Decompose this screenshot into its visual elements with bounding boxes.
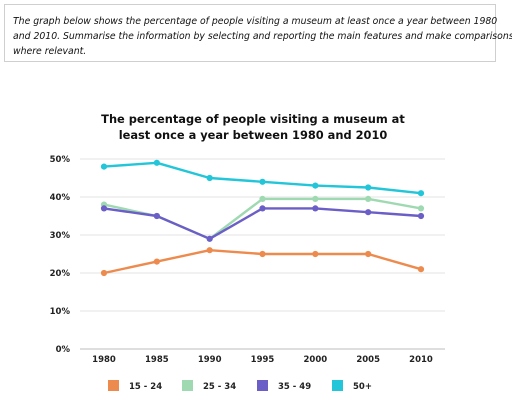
data-point bbox=[100, 269, 108, 277]
x-tick-label: 2010 bbox=[409, 355, 433, 365]
series-group bbox=[100, 159, 425, 197]
data-point bbox=[417, 212, 425, 220]
chart-title-line-2: least once a year between 1980 and 2010 bbox=[119, 128, 388, 142]
legend-label: 50+ bbox=[353, 382, 372, 392]
legend-label: 15 - 24 bbox=[129, 382, 162, 392]
y-tick-label: 0% bbox=[56, 345, 71, 355]
data-point bbox=[365, 184, 372, 191]
series-line bbox=[102, 197, 423, 241]
prompt-line-1: The graph below shows the percentage of … bbox=[13, 16, 498, 27]
prompt-line-2: and 2010. Summarise the information by s… bbox=[13, 31, 512, 42]
x-axis-ticks: 1980 1985 1990 1995 2000 2005 2010 bbox=[92, 355, 433, 365]
data-point bbox=[153, 212, 160, 220]
series-group bbox=[100, 247, 425, 277]
data-point bbox=[365, 195, 372, 202]
data-point bbox=[100, 163, 108, 170]
legend-swatch bbox=[182, 380, 193, 391]
grid bbox=[80, 158, 445, 350]
series-line bbox=[102, 161, 423, 195]
y-tick-label: 10% bbox=[50, 307, 71, 317]
data-point bbox=[417, 205, 425, 212]
y-axis-ticks: 0% 10% 20% 30% 40% 50% bbox=[50, 155, 71, 355]
data-point bbox=[312, 182, 319, 189]
x-tick-label: 1990 bbox=[198, 355, 222, 365]
data-point bbox=[153, 258, 160, 265]
legend-label: 35 - 49 bbox=[278, 382, 311, 392]
x-tick-label: 1980 bbox=[92, 355, 116, 365]
prompt-line-3: where relevant. bbox=[13, 46, 87, 57]
legend-swatch bbox=[332, 380, 343, 391]
data-point bbox=[365, 209, 372, 216]
y-tick-label: 40% bbox=[50, 193, 71, 203]
data-point bbox=[100, 205, 108, 212]
series-lines bbox=[100, 159, 425, 277]
legend-swatch bbox=[257, 380, 268, 391]
legend-swatch bbox=[108, 380, 119, 391]
data-point bbox=[259, 250, 266, 258]
data-point bbox=[206, 174, 213, 182]
data-point bbox=[312, 205, 319, 212]
chart-title-line-1: The percentage of people visiting a muse… bbox=[101, 112, 405, 126]
data-point bbox=[259, 205, 266, 212]
series-group bbox=[100, 205, 425, 242]
x-tick-label: 1985 bbox=[145, 355, 169, 365]
data-point bbox=[259, 195, 266, 202]
data-point bbox=[417, 190, 425, 197]
x-tick-label: 2000 bbox=[303, 355, 327, 365]
x-tick-label: 2005 bbox=[356, 355, 380, 365]
legend: 15 - 24 25 - 34 35 - 49 50+ bbox=[108, 380, 372, 392]
data-point bbox=[153, 159, 160, 166]
data-point bbox=[206, 235, 213, 242]
data-point bbox=[206, 247, 213, 254]
legend-label: 25 - 34 bbox=[203, 382, 236, 392]
y-tick-label: 30% bbox=[50, 231, 71, 241]
task-prompt-box: The graph below shows the percentage of … bbox=[4, 4, 512, 62]
y-tick-label: 20% bbox=[50, 269, 71, 279]
data-point bbox=[417, 266, 425, 273]
series-line bbox=[102, 207, 423, 241]
data-point bbox=[365, 250, 372, 258]
x-tick-label: 1995 bbox=[251, 355, 275, 365]
data-point bbox=[312, 250, 319, 258]
y-tick-label: 50% bbox=[50, 155, 71, 165]
data-point bbox=[312, 195, 319, 202]
data-point bbox=[259, 178, 266, 185]
